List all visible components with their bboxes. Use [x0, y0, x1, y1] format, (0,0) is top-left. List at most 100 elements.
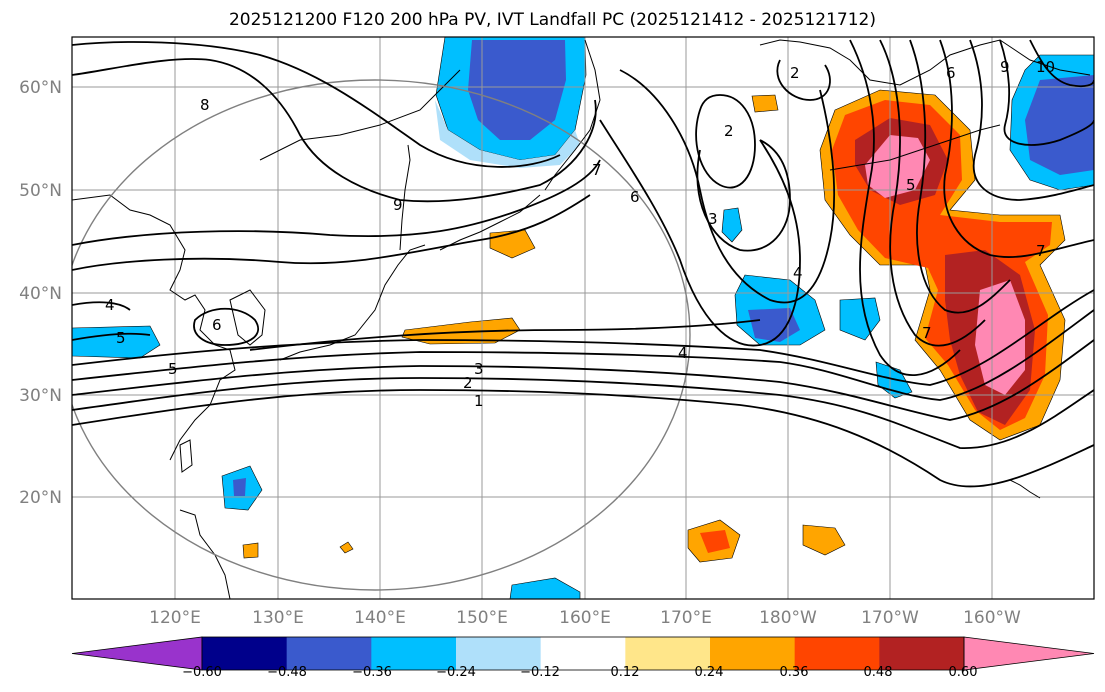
map-frame: [71, 36, 1095, 600]
colorbar-tick: −0.60: [182, 665, 222, 680]
neg-anomaly-central-pacific-core: [748, 308, 800, 342]
lon-tick-labels: 120°E 130°E 140°E 150°E 160°E 170°E 180°…: [149, 608, 1021, 628]
pv-label: 4: [105, 296, 115, 314]
colorbar-segment: [710, 637, 796, 670]
colorbar-segment: [879, 637, 965, 670]
pv-contour-ridge-3: [909, 39, 1011, 314]
pv-label: 1: [474, 392, 484, 410]
colorbar-tick: 0.36: [780, 665, 809, 680]
coast-sakhalin: [399, 144, 411, 251]
pos-anomaly-south-b: [802, 524, 846, 556]
colorbar-tick: −0.36: [352, 665, 392, 680]
pv-contour-small-west-b: [72, 301, 131, 311]
lat-tick: 60°N: [19, 78, 62, 98]
distance-ring: [72, 79, 691, 591]
lat-tick: 50°N: [19, 181, 62, 201]
pv-contour-ridge-1: [849, 39, 961, 377]
pos-anomaly-kamchatka-small: [751, 94, 779, 113]
pv-label: 7: [922, 324, 932, 342]
pv-contour-9: [72, 41, 561, 168]
lon-tick: 130°E: [252, 608, 304, 628]
pv-label: 7: [592, 161, 602, 179]
colorbar-tick-labels: −0.60 −0.48 −0.36 −0.24 −0.12 0.12 0.24 …: [182, 665, 977, 680]
pv-label: 6: [212, 316, 222, 334]
coast-hawaii: [1009, 479, 1041, 499]
pv-contour-2: [72, 377, 1094, 449]
pv-contour-trough-a: [599, 119, 801, 347]
pv-label: 3: [474, 360, 484, 378]
lon-tick: 120°E: [149, 608, 201, 628]
coastlines: [72, 39, 1091, 599]
pos-anomaly-bering-pink: [865, 135, 930, 198]
pv-contour-small-west: [72, 332, 151, 341]
pv-contour-4a: [72, 309, 1094, 401]
pv-label: 6: [946, 64, 956, 82]
colorbar-segment: [540, 637, 626, 670]
colorbar-segment: [794, 637, 880, 670]
pv-contour-ridge-4: [939, 39, 1094, 258]
coast-kamchatka: [544, 39, 601, 191]
pv-contour-7a: [72, 159, 601, 246]
colorbar-frame: [201, 636, 965, 671]
colorbar-tick: 0.60: [949, 665, 978, 680]
lon-tick: 150°E: [456, 608, 508, 628]
colorbar-tick: −0.12: [520, 665, 560, 680]
pv-label: 5: [116, 329, 126, 347]
colorbar-tick: 0.12: [611, 665, 640, 680]
pv-contour-ridge-6: [999, 39, 1094, 146]
pv-contour-ridge-5: [969, 39, 1094, 201]
lon-tick: 180°W: [759, 608, 817, 628]
pv-label: 6: [630, 188, 640, 206]
pv-label: 4: [793, 264, 803, 282]
pos-anomaly-aleutian-pink: [975, 280, 1025, 395]
colorbar-segment: [202, 637, 288, 670]
pv-contour-3: [72, 339, 1094, 421]
pv-contour-6-ring: [72, 194, 591, 271]
lon-tick: 170°W: [861, 608, 919, 628]
coast-taiwan: [179, 439, 193, 473]
pv-contour-ridge-7: [1029, 39, 1094, 88]
lon-tick: 160°E: [559, 608, 611, 628]
coast-okhotsk: [259, 69, 461, 161]
pv-contour-ridge-2: [879, 39, 986, 347]
pos-anomaly-small-c: [242, 542, 259, 559]
pv-label: 10: [1036, 58, 1055, 76]
pv-contour-trough-b: [619, 69, 836, 304]
lon-tick: 170°E: [660, 608, 712, 628]
coast-alaska: [759, 39, 1091, 86]
colorbar-segment: [286, 637, 372, 670]
pv-label: 3: [708, 210, 718, 228]
colorbar: [71, 636, 1095, 671]
colorbar-segment: [371, 637, 457, 670]
pv-contour-8: [72, 58, 597, 203]
neg-anomaly-okhotsk-core: [468, 40, 566, 140]
neg-anomaly-small-a: [721, 207, 743, 243]
pv-label: 2: [463, 374, 473, 392]
pv-label: 5: [168, 360, 178, 378]
colorbar-tick: 0.24: [695, 665, 724, 680]
colorbar-extend-high: [963, 636, 1095, 671]
lat-tick: 20°N: [19, 488, 62, 508]
lon-tick: 160°W: [963, 608, 1021, 628]
colorbar-tick: 0.48: [864, 665, 893, 680]
lat-tick-labels: 60°N 50°N 40°N 30°N 20°N: [19, 78, 62, 508]
lat-tick: 40°N: [19, 284, 62, 304]
figure-title: 2025121200 F120 200 hPa PV, IVT Landfall…: [228, 10, 876, 30]
neg-anomaly-nw-outline: [435, 100, 580, 168]
pv-label: 2: [790, 64, 800, 82]
pv-contour-6a: [249, 319, 761, 351]
pos-anomaly-south-a-core: [700, 530, 730, 553]
pv-contour-2-ring: [695, 94, 756, 189]
pv-contour-2-ring-b: [776, 59, 831, 101]
colorbar-tick: −0.48: [267, 665, 307, 680]
coast-asia: [72, 194, 236, 461]
pv-contour-3-ring: [696, 139, 791, 252]
pv-contour-ring-korea: [193, 307, 259, 346]
coast-korea: [229, 289, 266, 346]
pv-contour-5a: [72, 289, 1094, 386]
pos-anomaly-japan-east: [401, 317, 521, 345]
pv-label: 5: [906, 176, 916, 194]
neg-anomaly-east-pacific: [839, 297, 881, 341]
